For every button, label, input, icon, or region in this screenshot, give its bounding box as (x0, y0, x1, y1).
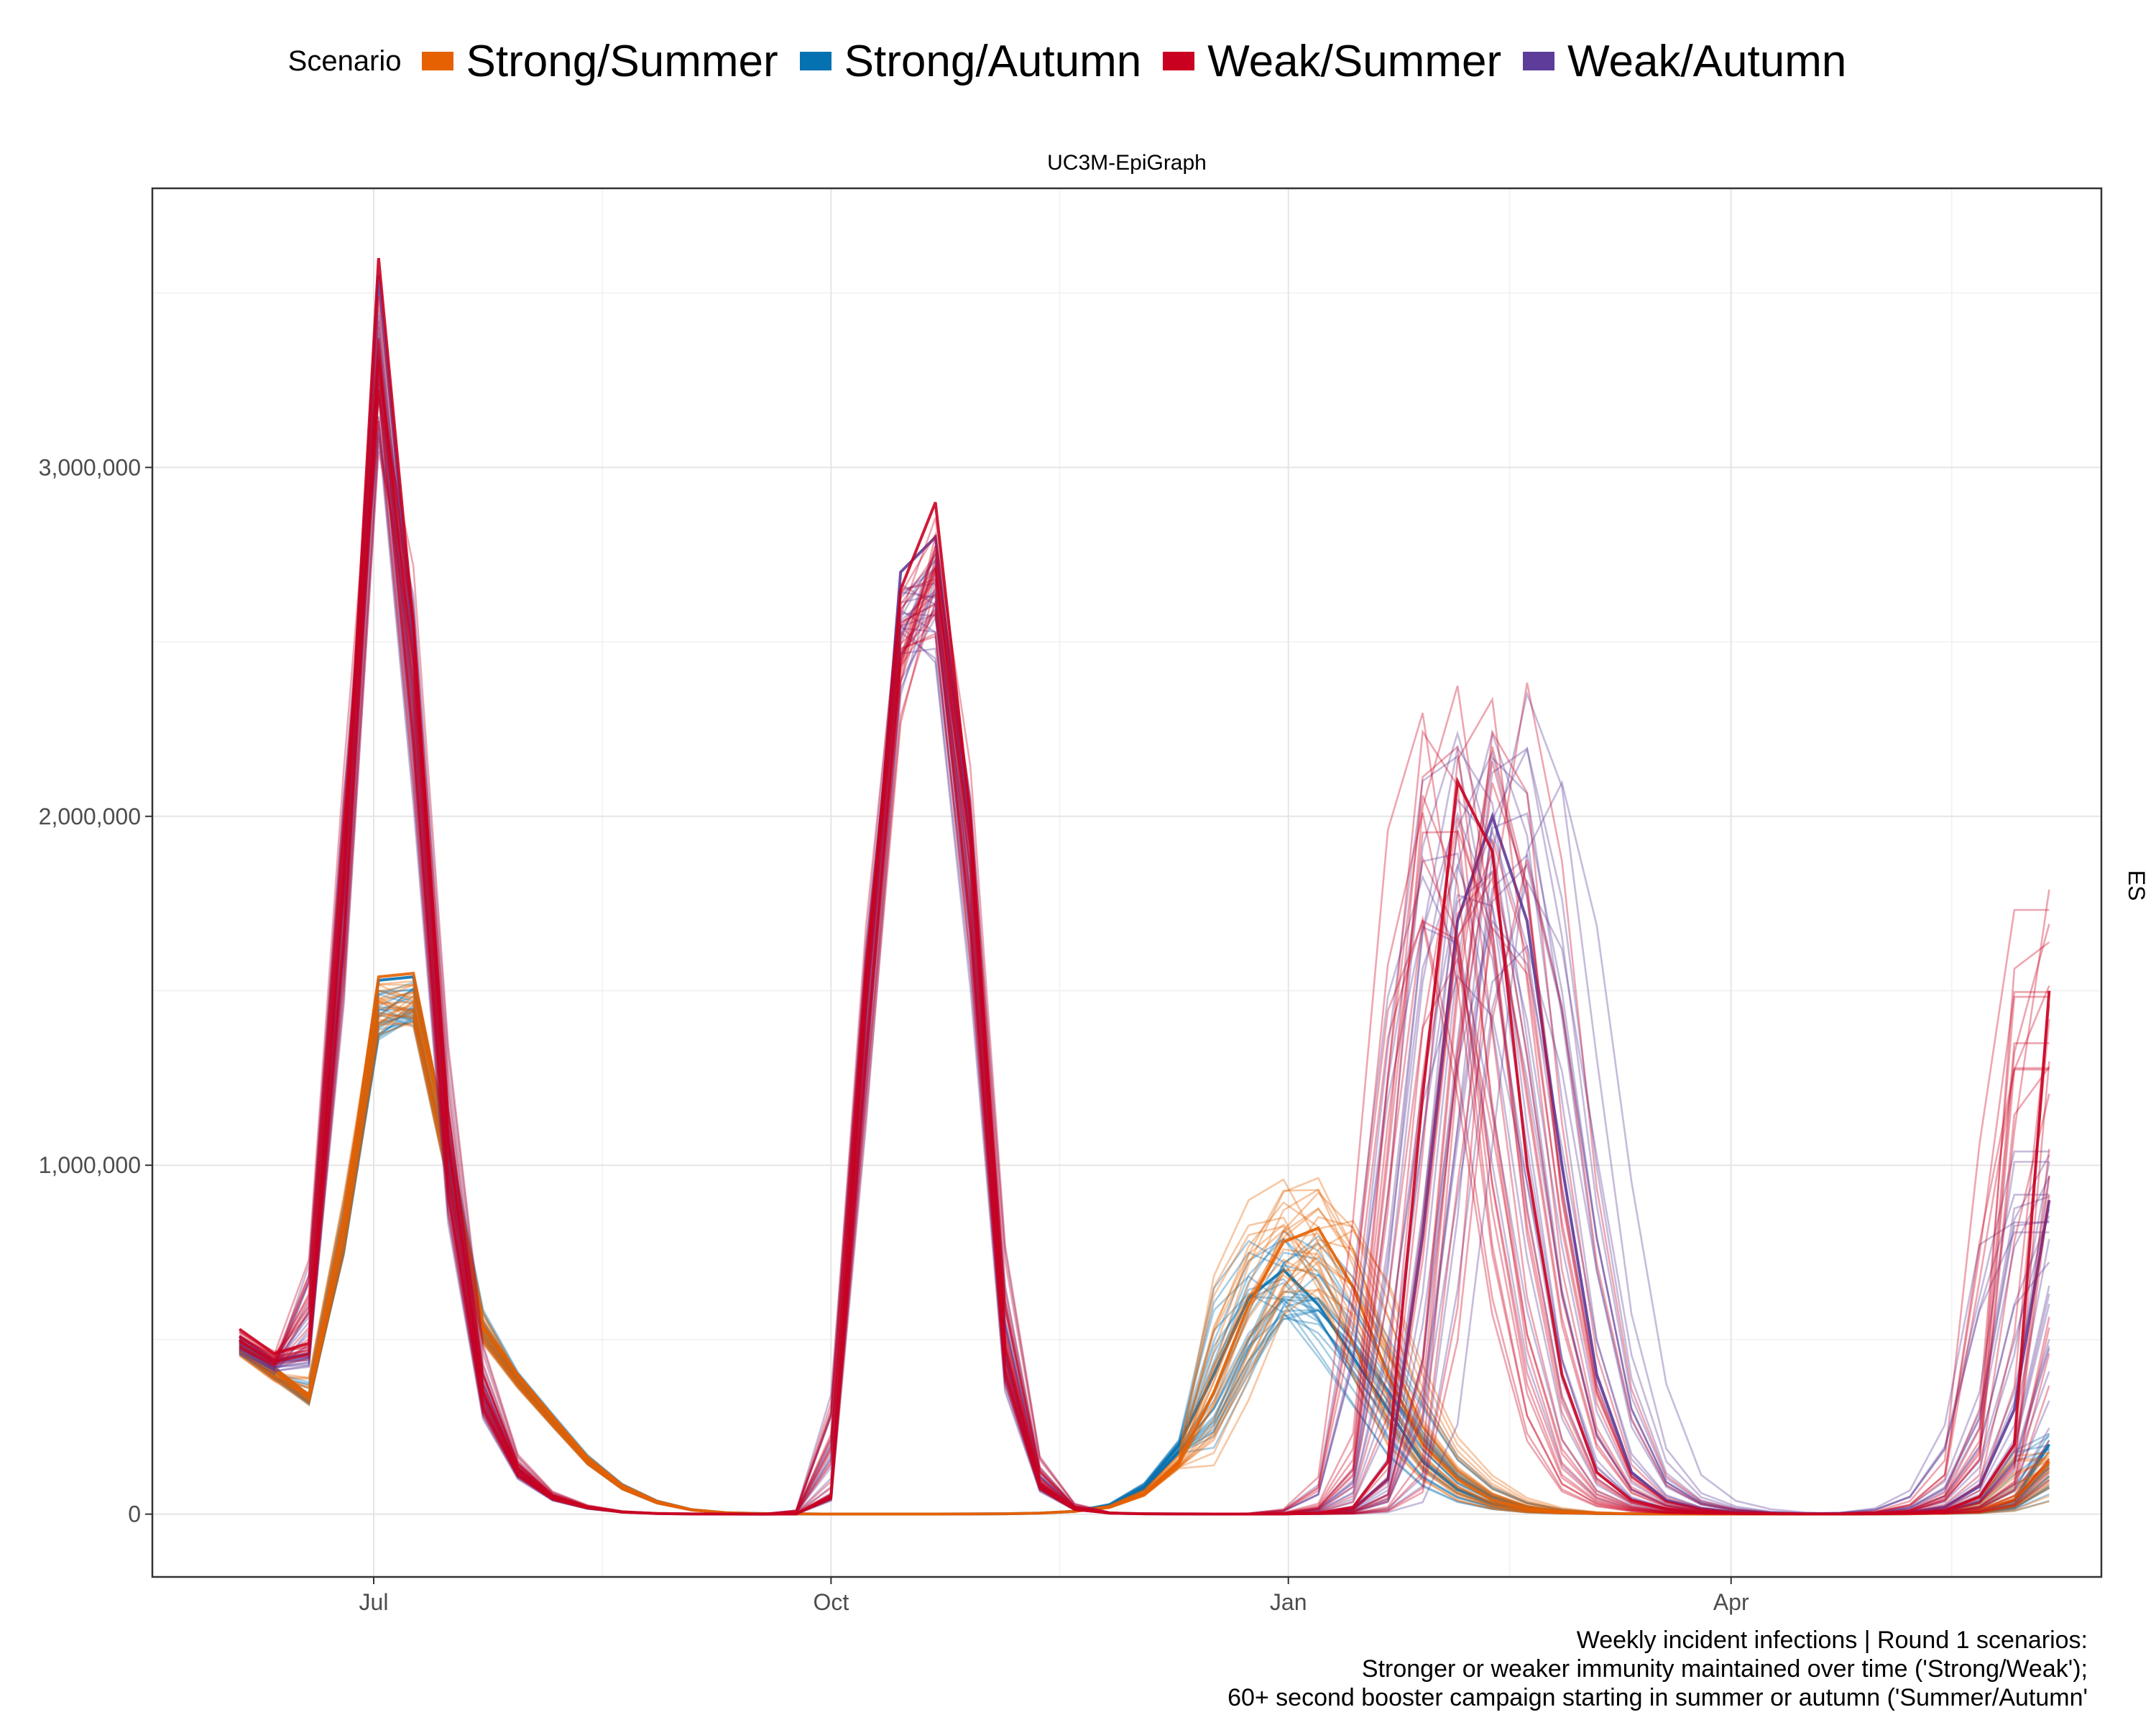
legend-item-weak-autumn: Weak/Autumn (1523, 36, 1846, 87)
scenario-line (239, 379, 2050, 1515)
scenario-line (239, 295, 2050, 1515)
scenario-line (239, 340, 2050, 1515)
scenario-line (239, 394, 2050, 1515)
scenario-line (239, 337, 2050, 1515)
scenario-line (239, 373, 2050, 1515)
scenario-line (239, 333, 2050, 1515)
scenario-line (239, 368, 2050, 1515)
scenario-line (239, 343, 2050, 1515)
legend-title: Scenario (287, 45, 402, 77)
scenario-line (239, 420, 2050, 1515)
scenario-line (239, 362, 2050, 1515)
scenario-line (239, 356, 2050, 1515)
scenario-line (239, 363, 2050, 1515)
scenario-median-line (238, 257, 2051, 1516)
scenario-line (239, 384, 2050, 1515)
caption-line-3: 60+ second booster campaign starting in … (1227, 1684, 2088, 1711)
scenario-line (239, 339, 2050, 1515)
facet-strip-label: ES (2124, 870, 2150, 901)
scenario-line (239, 432, 2050, 1515)
scenario-line (239, 389, 2050, 1515)
legend-label-weak-autumn: Weak/Autumn (1567, 36, 1847, 86)
y-tick-label: 3,000,000 (39, 454, 141, 480)
scenario-median-line (238, 275, 2051, 1516)
scenario-line (239, 437, 2050, 1515)
y-tick-label: 2,000,000 (39, 804, 141, 829)
legend-label-strong-autumn: Strong/Autumn (844, 36, 1142, 86)
legend-swatch-weak-autumn (1523, 52, 1555, 70)
x-tick-label: Oct (813, 1589, 849, 1615)
scenario-line (239, 415, 2050, 1515)
legend-item-weak-summer: Weak/Summer (1163, 36, 1501, 87)
scenario-line (239, 394, 2050, 1515)
scenario-line (239, 380, 2050, 1515)
scenario-line (239, 451, 2050, 1515)
scenario-line (239, 326, 2050, 1515)
legend: Scenario Strong/Summer Strong/Autumn Wea… (0, 29, 2156, 93)
panel-border (151, 187, 2103, 1578)
x-tick-label: Apr (1713, 1589, 1749, 1615)
legend-label-weak-summer: Weak/Summer (1207, 36, 1502, 86)
scenario-line (239, 390, 2050, 1515)
scenario-line (239, 315, 2050, 1515)
legend-item-strong-autumn: Strong/Autumn (799, 36, 1142, 87)
scenario-line (239, 417, 2050, 1515)
legend-swatch-strong-summer (421, 52, 453, 70)
plot-lines (238, 257, 2051, 1516)
scenario-line (239, 359, 2050, 1515)
scenario-line (239, 360, 2050, 1515)
scenario-line (239, 420, 2050, 1515)
scenario-line (239, 338, 2050, 1515)
y-tick-label: 1,000,000 (39, 1152, 141, 1178)
scenario-line (239, 384, 2050, 1515)
scenario-line (239, 362, 2050, 1515)
scenario-line (239, 389, 2050, 1515)
scenario-line (239, 445, 2050, 1515)
legend-swatch-weak-summer (1163, 52, 1195, 70)
panel-title: UC3M-EpiGraph (1047, 151, 1207, 175)
scenario-line (239, 374, 2050, 1515)
scenario-line (239, 392, 2050, 1515)
caption-line-1: Weekly incident infections | Round 1 sce… (1576, 1627, 2088, 1654)
scenario-line (239, 310, 2050, 1515)
scenario-line (239, 359, 2050, 1515)
scenario-line (239, 394, 2050, 1515)
axis-ticks: 0 1,000,000 2,000,000 3,000,000 Jul Oct Jan Apr (39, 454, 1749, 1615)
scenario-line (239, 355, 2050, 1515)
scenario-line (239, 427, 2050, 1515)
grid (152, 188, 2101, 1577)
caption-line-2: Stronger or weaker immunity maintained o… (1361, 1655, 2088, 1683)
legend-label-strong-summer: Strong/Summer (466, 36, 778, 86)
legend-item-strong-summer: Strong/Summer (421, 36, 778, 87)
caption: Weekly incident infections | Round 1 sce… (866, 1626, 2088, 1712)
x-tick-label: Jul (359, 1589, 389, 1615)
scenario-line (239, 397, 2050, 1515)
scenario-line (239, 372, 2050, 1515)
legend-swatch-strong-autumn (799, 52, 831, 70)
x-tick-label: Jan (1270, 1589, 1307, 1615)
scenario-line (239, 296, 2050, 1515)
y-tick-label: 0 (128, 1501, 141, 1527)
scenario-line (239, 321, 2050, 1515)
scenario-line (239, 433, 2050, 1515)
scenario-line (239, 369, 2050, 1515)
scenario-line (239, 359, 2050, 1515)
